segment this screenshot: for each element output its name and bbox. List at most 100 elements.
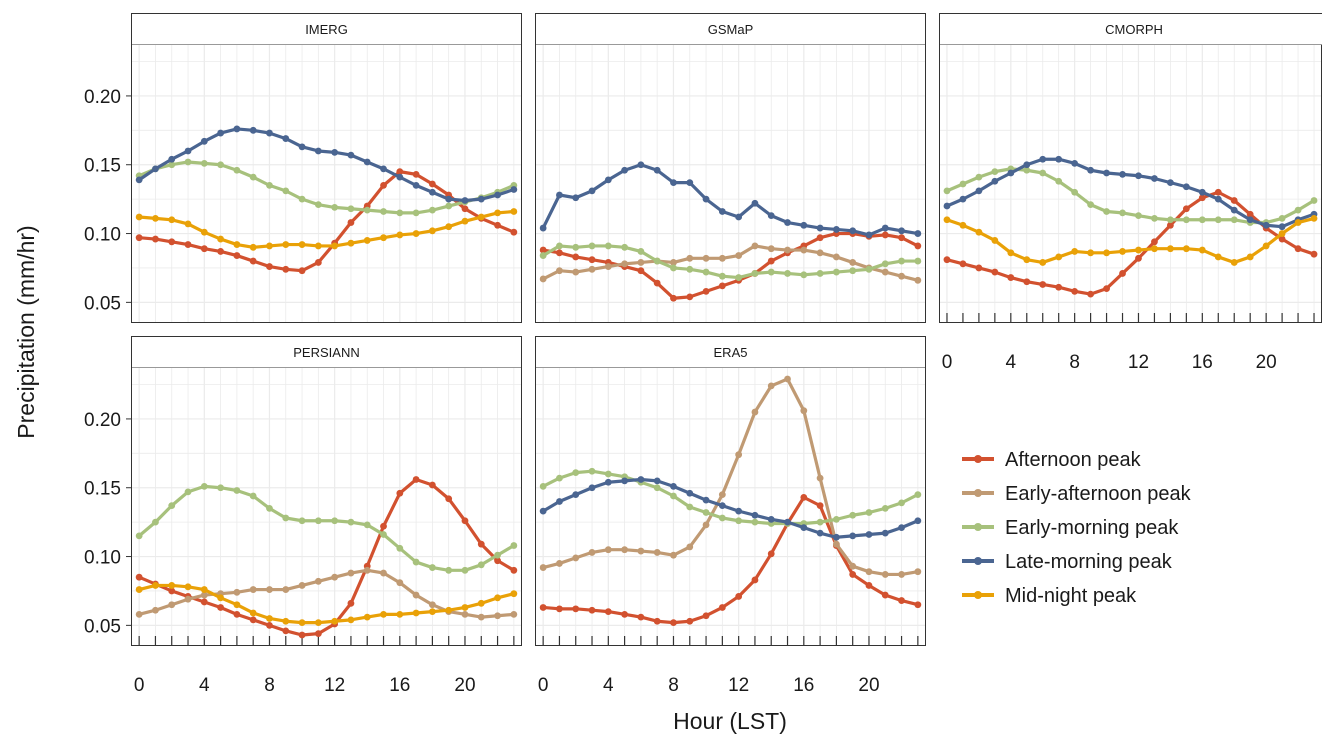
data-point-mid-night-peak [1198,246,1206,254]
data-point-late-morning-peak [363,158,371,166]
legend: Afternoon peak Early-afternoon peak Early-… [962,449,1192,607]
data-point-early-morning-peak [347,518,355,526]
panel-title: GSMaP [708,22,754,37]
data-point-afternoon-peak [604,608,612,615]
data-point-early-morning-peak [621,243,629,251]
data-point-late-morning-peak [621,166,629,174]
data-point-afternoon-peak [670,294,677,302]
data-point-afternoon-peak [1087,290,1095,298]
data-point-early-morning-peak [881,260,889,268]
data-point-late-morning-peak [604,176,612,184]
data-point-early-morning-peak [914,491,922,499]
legend-item-early-afternoon-peak: Early-afternoon peak [962,483,1192,505]
data-point-early-afternoon-peak [477,613,485,621]
data-point-late-morning-peak [653,166,661,174]
data-point-early-afternoon-peak [702,254,710,262]
legend-item-late-morning-peak: Late-morning peak [962,551,1173,573]
data-point-late-morning-peak [539,507,547,515]
data-point-afternoon-peak [135,234,143,242]
data-point-late-morning-peak [784,518,791,526]
data-point-early-afternoon-peak [461,610,469,618]
data-point-early-morning-peak [233,487,241,494]
data-point-early-morning-peak [539,252,547,259]
data-point-afternoon-peak [266,263,273,270]
data-point-mid-night-peak [380,610,387,618]
data-point-late-morning-peak [1166,179,1174,187]
data-point-early-afternoon-peak [735,252,743,259]
data-point-early-morning-peak [670,264,677,272]
data-point-early-morning-peak [816,518,824,526]
data-point-early-afternoon-peak [914,568,922,576]
data-point-mid-night-peak [461,604,469,611]
data-point-early-afternoon-peak [784,246,791,254]
data-point-early-afternoon-peak [849,259,857,266]
data-point-early-afternoon-peak [767,382,775,390]
data-point-late-morning-peak [1182,183,1190,191]
data-point-early-morning-peak [266,181,273,189]
data-point-early-morning-peak [670,492,677,500]
data-point-late-morning-peak [184,147,192,155]
data-point-late-morning-peak [1278,223,1286,231]
data-point-late-morning-peak [1198,188,1206,196]
data-point-afternoon-peak [881,231,889,239]
data-point-afternoon-peak [991,268,999,276]
data-point-afternoon-peak [184,241,192,248]
y-tick-label: 0.10 [84,225,121,246]
data-point-early-morning-peak [767,268,775,276]
data-point-mid-night-peak [445,606,453,614]
data-point-late-morning-peak [751,199,759,207]
data-point-early-afternoon-peak [572,554,580,562]
data-point-late-morning-peak [816,224,824,232]
data-point-early-afternoon-peak [832,253,840,261]
panel-gsmap: GSMaP [535,13,926,323]
data-point-early-afternoon-peak [898,272,905,280]
data-point-late-morning-peak [767,212,775,220]
data-point-late-morning-peak [686,489,694,497]
data-point-early-morning-peak [816,270,824,277]
data-point-afternoon-peak [282,627,290,635]
data-point-afternoon-peak [800,493,808,501]
data-point-afternoon-peak [494,557,501,565]
data-point-late-morning-peak [588,187,596,195]
data-point-late-morning-peak [428,188,436,196]
data-point-early-afternoon-peak [556,560,563,567]
data-point-afternoon-peak [751,576,759,584]
data-point-late-morning-peak [816,529,824,537]
panel-strip [131,13,522,46]
data-point-mid-night-peak [1071,248,1079,255]
panel-grid [939,45,1322,323]
data-point-mid-night-peak [249,243,257,251]
data-point-mid-night-peak [510,590,518,598]
data-point-early-morning-peak [494,551,501,559]
data-point-early-morning-peak [959,180,967,188]
data-point-early-morning-peak [168,161,176,169]
data-point-early-afternoon-peak [800,407,808,415]
data-point-mid-night-peak [298,241,306,248]
data-point-afternoon-peak [1294,245,1302,253]
data-point-mid-night-peak [1007,249,1015,257]
data-point-mid-night-peak [510,208,518,215]
data-point-late-morning-peak [396,173,404,181]
data-point-late-morning-peak [718,208,726,215]
data-point-early-afternoon-peak [233,588,241,596]
data-point-mid-night-peak [217,235,225,243]
data-point-late-morning-peak [735,507,743,515]
data-point-mid-night-peak [266,615,273,622]
data-point-early-morning-peak [298,517,306,525]
data-point-late-morning-peak [135,176,143,184]
data-point-early-afternoon-peak [604,263,612,270]
data-point-mid-night-peak [347,616,355,624]
data-point-early-morning-peak [1151,215,1158,222]
x-tick-label: 20 [858,675,879,696]
data-point-early-morning-peak [1071,188,1079,196]
data-point-late-morning-peak [494,191,501,199]
data-point-late-morning-peak [556,498,563,505]
data-point-late-morning-peak [412,181,420,189]
data-point-mid-night-peak [975,228,983,236]
y-tick-label: 0.20 [84,87,121,108]
data-point-late-morning-peak [991,177,999,185]
data-point-afternoon-peak [282,265,290,273]
data-point-early-morning-peak [1230,216,1238,224]
data-point-afternoon-peak [1023,278,1031,286]
data-point-afternoon-peak [1007,274,1015,281]
